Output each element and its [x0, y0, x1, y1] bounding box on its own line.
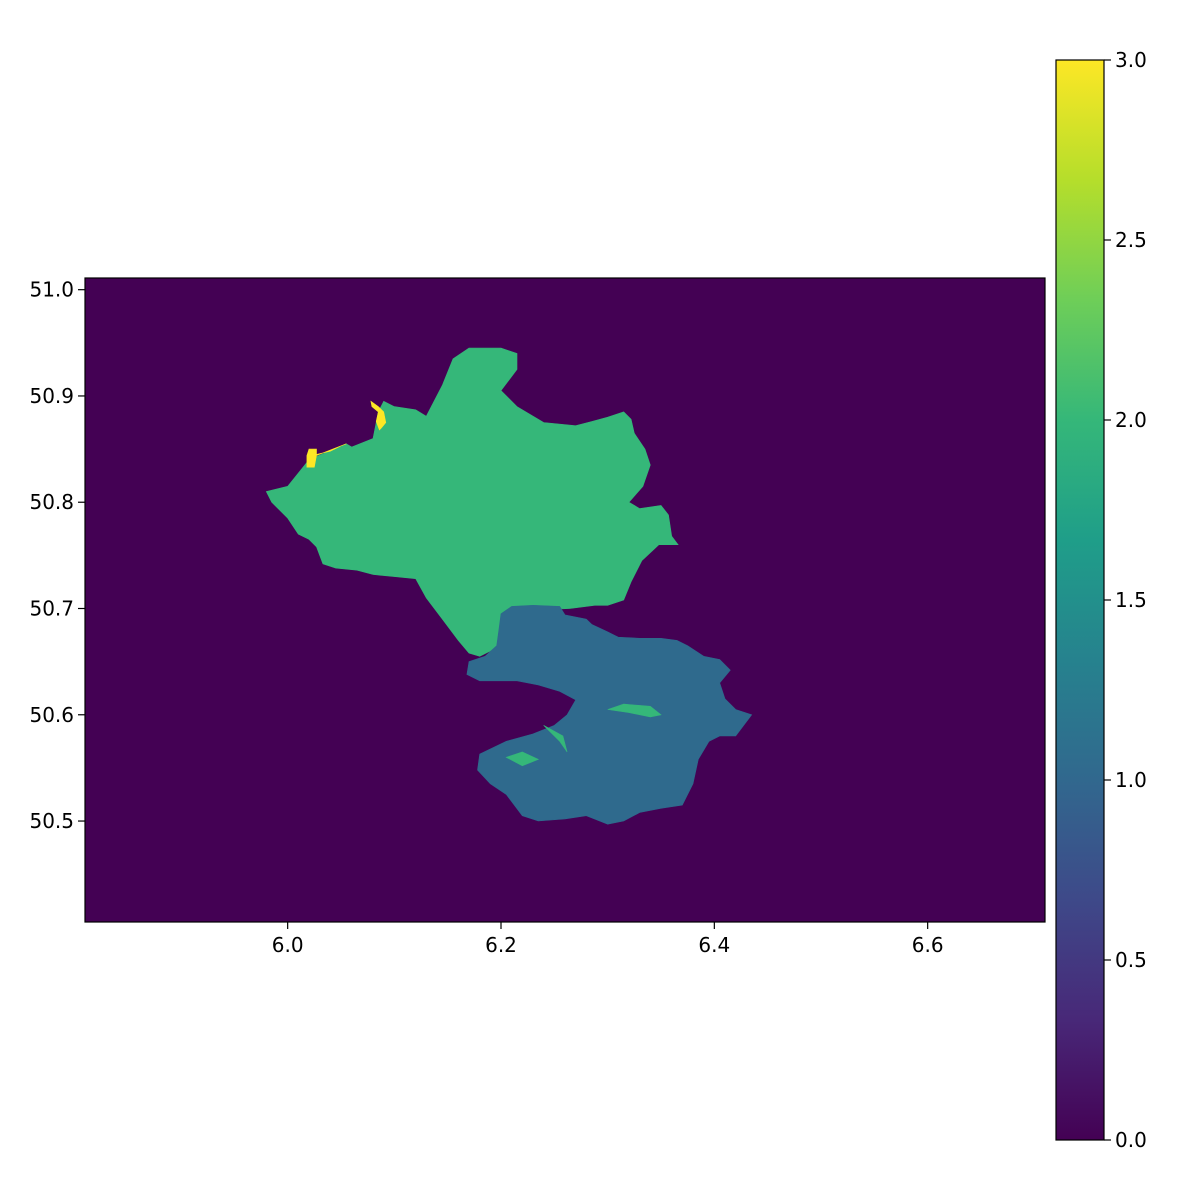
y-axis: 51.0 50.9 50.8 50.7 50.6 50.5: [29, 278, 85, 833]
colorbar-tick-label: 0.5: [1115, 948, 1147, 972]
region-class-3: [306, 443, 347, 468]
region-class-1: [466, 604, 753, 825]
map-axes: 6.0 6.2 6.4 6.6 51.0 50.9 50.8 50.7 50.6 50.5: [29, 277, 1046, 957]
colorbar-tick-label: 1.0: [1115, 768, 1147, 792]
colorbar-tick-label: 2.5: [1115, 228, 1147, 252]
x-tick-label: 6.6: [912, 933, 944, 957]
y-tick-label: 50.5: [29, 809, 74, 833]
colorbar-gradient: [1056, 60, 1104, 1140]
x-axis: 6.0 6.2 6.4 6.6: [272, 922, 944, 957]
colorbar-tick-label: 1.5: [1115, 588, 1147, 612]
region-class-3: [370, 400, 387, 431]
x-tick-label: 6.2: [485, 933, 517, 957]
y-tick-label: 50.7: [29, 597, 74, 621]
raster-regions: [265, 347, 753, 825]
y-tick-label: 51.0: [29, 278, 74, 302]
x-tick-label: 6.4: [698, 933, 730, 957]
y-tick-label: 50.9: [29, 384, 74, 408]
y-tick-label: 50.8: [29, 490, 74, 514]
colorbar-tick-label: 2.0: [1115, 408, 1147, 432]
region-class-2: [265, 347, 679, 657]
colorbar-tick-label: 3.0: [1115, 48, 1147, 72]
y-tick-label: 50.6: [29, 703, 74, 727]
region-class-2: [505, 751, 540, 767]
x-tick-label: 6.0: [272, 933, 304, 957]
colorbar-ticks: 3.0 2.5 2.0 1.5 1.0 0.5 0.0: [1104, 48, 1147, 1152]
map-frame: [84, 277, 1046, 923]
colorbar-tick-label: 0.0: [1115, 1128, 1147, 1152]
colorbar: 3.0 2.5 2.0 1.5 1.0 0.5 0.0: [1055, 48, 1147, 1152]
region-class-2: [543, 725, 568, 753]
region-class-2: [607, 703, 662, 718]
